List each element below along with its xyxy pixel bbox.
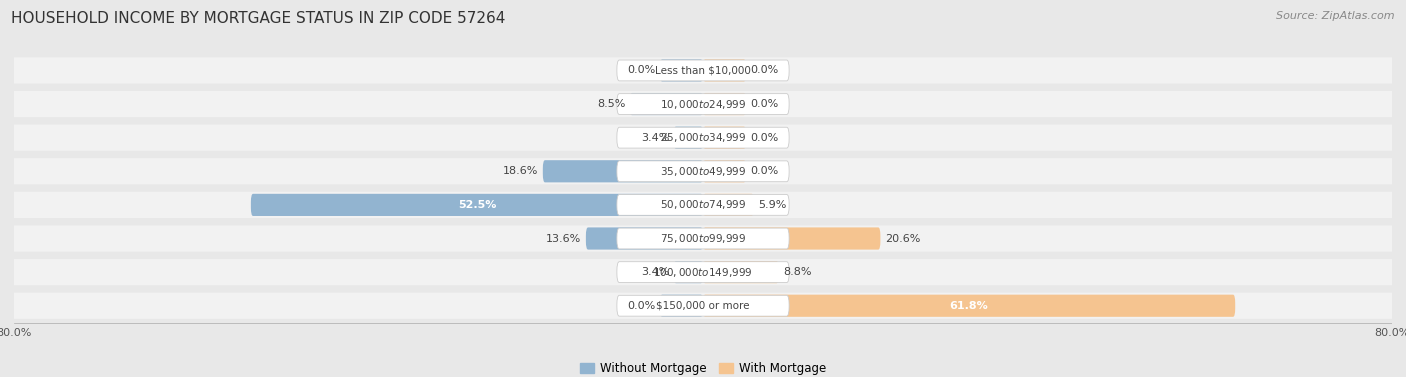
Text: 61.8%: 61.8% <box>949 301 988 311</box>
FancyBboxPatch shape <box>617 161 789 182</box>
FancyBboxPatch shape <box>586 227 703 250</box>
FancyBboxPatch shape <box>617 195 789 215</box>
FancyBboxPatch shape <box>703 59 747 81</box>
Text: $50,000 to $74,999: $50,000 to $74,999 <box>659 198 747 211</box>
FancyBboxPatch shape <box>6 225 1400 251</box>
Text: 52.5%: 52.5% <box>458 200 496 210</box>
FancyBboxPatch shape <box>630 93 703 115</box>
FancyBboxPatch shape <box>6 293 1400 319</box>
FancyBboxPatch shape <box>617 262 789 282</box>
Text: Less than $10,000: Less than $10,000 <box>655 66 751 75</box>
Text: 3.4%: 3.4% <box>641 267 669 277</box>
Text: 0.0%: 0.0% <box>751 99 779 109</box>
Text: 20.6%: 20.6% <box>884 233 920 244</box>
FancyBboxPatch shape <box>6 192 1400 218</box>
FancyBboxPatch shape <box>543 160 703 182</box>
FancyBboxPatch shape <box>659 295 703 317</box>
FancyBboxPatch shape <box>673 127 703 149</box>
FancyBboxPatch shape <box>6 259 1400 285</box>
FancyBboxPatch shape <box>703 261 779 283</box>
Text: 13.6%: 13.6% <box>547 233 582 244</box>
Text: $150,000 or more: $150,000 or more <box>657 301 749 311</box>
Text: 5.9%: 5.9% <box>758 200 786 210</box>
FancyBboxPatch shape <box>617 60 789 81</box>
FancyBboxPatch shape <box>659 59 703 81</box>
Text: $75,000 to $99,999: $75,000 to $99,999 <box>659 232 747 245</box>
FancyBboxPatch shape <box>6 124 1400 151</box>
Text: $35,000 to $49,999: $35,000 to $49,999 <box>659 165 747 178</box>
Text: 18.6%: 18.6% <box>503 166 538 176</box>
FancyBboxPatch shape <box>6 158 1400 184</box>
FancyBboxPatch shape <box>6 57 1400 84</box>
FancyBboxPatch shape <box>703 194 754 216</box>
Text: 0.0%: 0.0% <box>751 133 779 143</box>
FancyBboxPatch shape <box>703 160 747 182</box>
Text: 8.5%: 8.5% <box>598 99 626 109</box>
FancyBboxPatch shape <box>250 194 703 216</box>
FancyBboxPatch shape <box>703 295 1236 317</box>
Text: $100,000 to $149,999: $100,000 to $149,999 <box>654 266 752 279</box>
Text: $25,000 to $34,999: $25,000 to $34,999 <box>659 131 747 144</box>
FancyBboxPatch shape <box>617 127 789 148</box>
Text: 8.8%: 8.8% <box>783 267 811 277</box>
Text: 0.0%: 0.0% <box>627 301 655 311</box>
Text: 0.0%: 0.0% <box>627 66 655 75</box>
FancyBboxPatch shape <box>617 295 789 316</box>
FancyBboxPatch shape <box>617 93 789 115</box>
Legend: Without Mortgage, With Mortgage: Without Mortgage, With Mortgage <box>575 357 831 377</box>
FancyBboxPatch shape <box>703 127 747 149</box>
FancyBboxPatch shape <box>617 228 789 249</box>
FancyBboxPatch shape <box>703 227 880 250</box>
FancyBboxPatch shape <box>673 261 703 283</box>
Text: Source: ZipAtlas.com: Source: ZipAtlas.com <box>1277 11 1395 21</box>
Text: $10,000 to $24,999: $10,000 to $24,999 <box>659 98 747 110</box>
Text: 3.4%: 3.4% <box>641 133 669 143</box>
Text: 0.0%: 0.0% <box>751 166 779 176</box>
FancyBboxPatch shape <box>6 91 1400 117</box>
Text: HOUSEHOLD INCOME BY MORTGAGE STATUS IN ZIP CODE 57264: HOUSEHOLD INCOME BY MORTGAGE STATUS IN Z… <box>11 11 506 26</box>
Text: 0.0%: 0.0% <box>751 66 779 75</box>
FancyBboxPatch shape <box>703 93 747 115</box>
